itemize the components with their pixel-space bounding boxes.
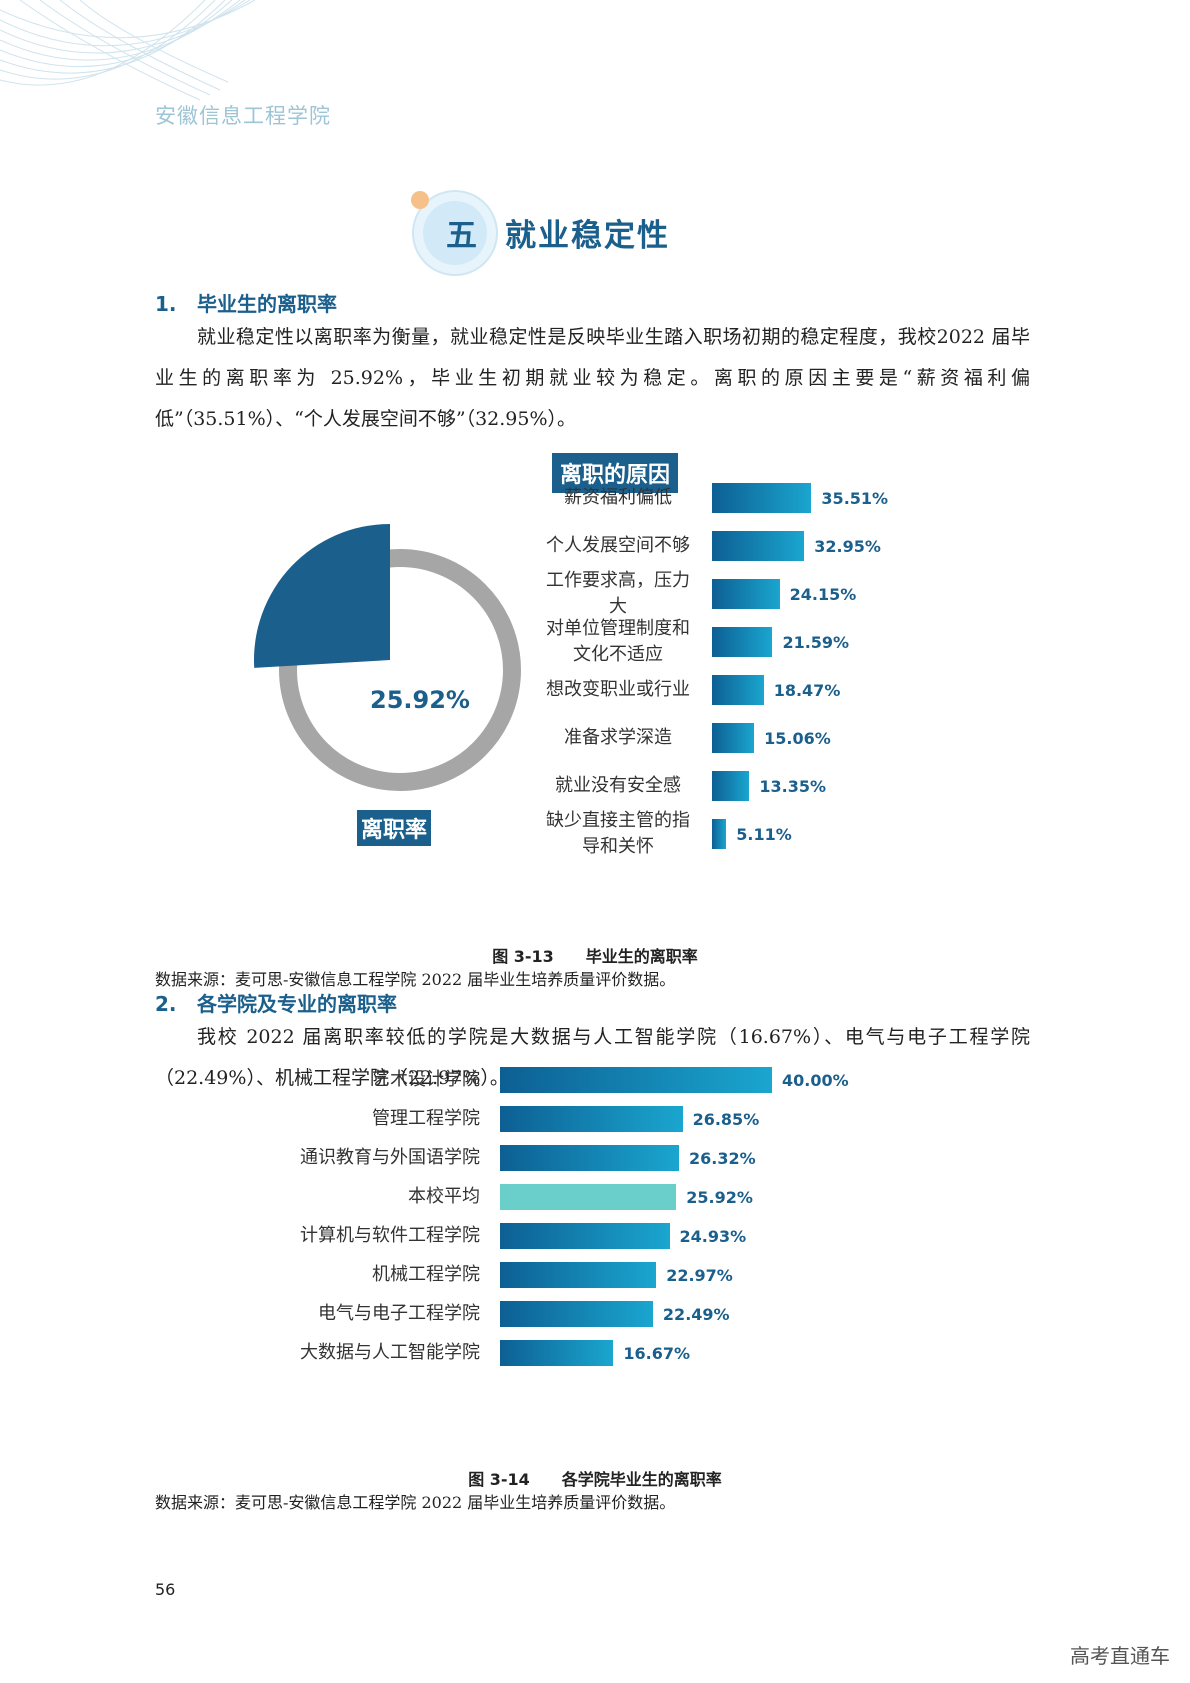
school-name: 安徽信息工程学院 bbox=[155, 104, 331, 128]
reason-category-label: 缺少直接主管的指 导和关怀 bbox=[528, 808, 708, 860]
subsection-1-number: 1. bbox=[155, 292, 177, 316]
college-category-label: 本校平均 bbox=[408, 1186, 480, 1207]
reason-category-label: 个人发展空间不够 bbox=[528, 533, 708, 559]
reason-category-line: 工作要求高，压力 bbox=[546, 570, 690, 591]
reason-category-line: 个人发展空间不够 bbox=[546, 535, 690, 556]
page-number: 56 bbox=[155, 1580, 176, 1599]
subsection-2-heading: 2. 各学院及专业的离职率 bbox=[155, 988, 397, 1017]
subsection-2-paragraph: 我校 2022 届离职率较低的学院是大数据与人工智能学院（16.67%）、电气与… bbox=[155, 1026, 1030, 1089]
college-category-label: 机械工程学院 bbox=[372, 1264, 480, 1285]
reason-bar bbox=[712, 627, 773, 657]
subsection-1-heading: 1. 毕业生的离职率 bbox=[155, 288, 337, 317]
reason-category-line: 对单位管理制度和 bbox=[546, 618, 690, 639]
reason-bar bbox=[712, 771, 750, 801]
reason-value-label: 15.06% bbox=[764, 729, 831, 748]
reason-bar bbox=[712, 579, 780, 609]
corner-decoration bbox=[0, 0, 256, 101]
donut-slice-turnover bbox=[254, 524, 390, 668]
college-bar bbox=[500, 1067, 772, 1093]
reason-bar bbox=[712, 819, 727, 849]
reason-value-label: 5.11% bbox=[736, 825, 792, 844]
reason-category-line: 缺少直接主管的指 bbox=[546, 810, 690, 831]
reason-category-label: 工作要求高，压力大 bbox=[528, 568, 708, 620]
college-bar bbox=[500, 1340, 614, 1366]
college-bar bbox=[500, 1301, 653, 1327]
reason-category-label: 薪资福利偏低 bbox=[528, 485, 708, 511]
reason-category-label: 对单位管理制度和 文化不适应 bbox=[528, 616, 708, 668]
reason-value-label: 18.47% bbox=[773, 681, 841, 700]
reason-value-label: 24.15% bbox=[789, 585, 857, 604]
college-bar bbox=[500, 1262, 657, 1288]
reason-category-line: 就业没有安全感 bbox=[555, 775, 681, 796]
reason-bar bbox=[712, 723, 755, 753]
reason-bar bbox=[712, 675, 764, 705]
reasons-chart-title: 离职的原因 bbox=[552, 453, 679, 493]
reason-category-line: 薪资福利偏低 bbox=[564, 487, 672, 508]
college-bar bbox=[500, 1223, 670, 1249]
reason-value-label: 21.59% bbox=[782, 633, 850, 652]
section-number: 五 bbox=[446, 218, 477, 254]
college-category-label: 艺术设计学院 bbox=[372, 1069, 480, 1090]
reason-category-label: 想改变职业或行业 bbox=[528, 677, 708, 703]
donut-ring-remaining bbox=[279, 549, 521, 791]
college-value-label: 40.00% bbox=[782, 1071, 849, 1090]
figure-3-14-source: 数据来源：麦可思-安徽信息工程学院 2022 届毕业生培养质量评价数据。 bbox=[155, 1493, 676, 1512]
subsection-1-title: 毕业生的离职率 bbox=[197, 292, 337, 316]
reason-category-label: 就业没有安全感 bbox=[528, 773, 708, 799]
reason-value-label: 13.35% bbox=[759, 777, 827, 796]
college-value-label: 16.67% bbox=[623, 1344, 690, 1363]
donut-center-value: 25.92% bbox=[370, 686, 470, 714]
figure-3-13-caption: 图 3-13 毕业生的离职率 bbox=[492, 947, 698, 966]
reason-bar bbox=[712, 531, 805, 561]
college-value-label: 22.97% bbox=[666, 1266, 733, 1285]
college-bar bbox=[500, 1106, 683, 1132]
college-value-label: 22.49% bbox=[662, 1305, 730, 1324]
reason-category-line: 文化不适应 bbox=[573, 644, 663, 665]
college-category-label: 计算机与软件工程学院 bbox=[300, 1225, 480, 1246]
reason-category-line: 准备求学深造 bbox=[564, 727, 672, 748]
reason-category-line: 想改变职业或行业 bbox=[546, 679, 690, 700]
reason-category-line: 大 bbox=[609, 596, 627, 617]
college-category-label: 管理工程学院 bbox=[372, 1108, 480, 1129]
subsection-2-title: 各学院及专业的离职率 bbox=[197, 992, 397, 1016]
section-title: 就业稳定性 bbox=[505, 218, 670, 254]
college-value-label: 24.93% bbox=[679, 1227, 747, 1246]
subsection-2-number: 2. bbox=[155, 992, 177, 1016]
reason-category-label: 准备求学深造 bbox=[528, 725, 708, 751]
subsection-1-paragraph: 就业稳定性以离职率为衡量，就业稳定性是反映毕业生踏入职场初期的稳定程度，我校20… bbox=[155, 326, 1030, 430]
college-category-label: 通识教育与外国语学院 bbox=[300, 1147, 480, 1168]
watermark: 高考直通车 bbox=[1070, 1644, 1170, 1668]
reason-value-label: 35.51% bbox=[821, 489, 889, 508]
reason-value-label: 32.95% bbox=[814, 537, 881, 556]
turnover-donut-chart bbox=[254, 524, 521, 791]
college-category-label: 大数据与人工智能学院 bbox=[300, 1342, 480, 1363]
college-category-label: 电气与电子工程学院 bbox=[318, 1303, 480, 1324]
college-value-label: 26.85% bbox=[692, 1110, 760, 1129]
reason-category-line: 导和关怀 bbox=[582, 836, 654, 857]
section-badge-icon bbox=[411, 190, 498, 276]
college-bar-average bbox=[500, 1184, 677, 1210]
figure-3-13-source: 数据来源：麦可思-安徽信息工程学院 2022 届毕业生培养质量评价数据。 bbox=[155, 970, 676, 989]
college-bar bbox=[500, 1145, 679, 1171]
turnover-rate-label: 离职率 bbox=[357, 810, 432, 846]
college-value-label: 26.32% bbox=[688, 1149, 756, 1168]
college-value-label: 25.92% bbox=[686, 1188, 753, 1207]
figure-3-14-caption: 图 3-14 各学院毕业生的离职率 bbox=[468, 1470, 722, 1489]
reason-bar bbox=[712, 483, 812, 513]
